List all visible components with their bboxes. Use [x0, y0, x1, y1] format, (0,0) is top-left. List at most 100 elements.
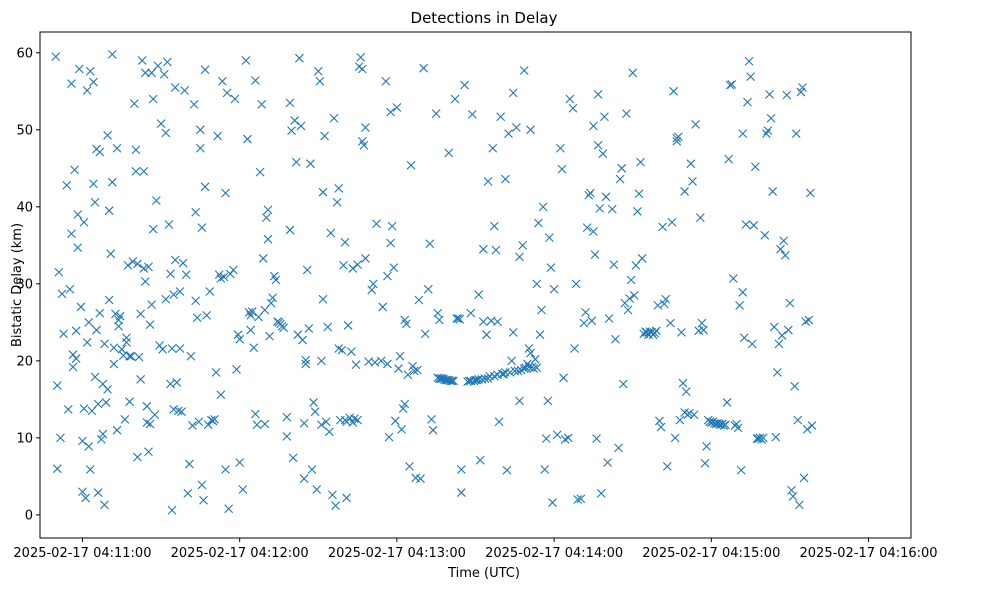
data-point [771, 432, 781, 442]
data-point [799, 473, 809, 483]
data-point [342, 493, 351, 503]
data-point [178, 258, 188, 268]
x-tick-label: 2025-02-17 04:12:00 [171, 546, 309, 561]
data-point [419, 63, 429, 73]
data-point [431, 109, 441, 119]
data-point [727, 79, 737, 89]
data-point [529, 364, 539, 373]
data-point [416, 474, 425, 484]
data-point [805, 188, 815, 198]
data-point [145, 320, 155, 330]
data-point [139, 167, 149, 176]
x-tick-label: 2025-02-17 04:13:00 [328, 546, 466, 561]
data-point [794, 500, 804, 510]
data-point [137, 56, 147, 65]
data-point [63, 404, 73, 414]
data-point [507, 356, 517, 366]
data-point [427, 415, 436, 424]
data-point [251, 409, 260, 419]
data-point [145, 419, 155, 429]
data-point [386, 107, 395, 117]
data-point [93, 399, 103, 409]
data-point [100, 500, 109, 510]
data-point [677, 327, 686, 337]
data-point [238, 485, 248, 494]
data-point [126, 351, 136, 361]
data-point [162, 57, 172, 67]
data-point [84, 441, 94, 451]
data-point [504, 129, 513, 139]
data-point [133, 452, 142, 462]
data-point [188, 421, 197, 430]
data-point [556, 143, 565, 153]
data-point [519, 66, 529, 75]
data-point [678, 378, 688, 388]
data-point [392, 103, 402, 112]
data-point [241, 56, 251, 65]
data-point [133, 259, 142, 269]
data-point [82, 86, 92, 95]
data-point [444, 148, 454, 158]
data-point [785, 298, 795, 308]
data-point [549, 284, 559, 294]
data-point [474, 290, 484, 300]
data-point [167, 505, 177, 515]
data-point [412, 365, 422, 375]
data-point [92, 325, 101, 335]
data-point [348, 264, 358, 273]
data-point [216, 390, 226, 400]
data-point [788, 492, 798, 501]
data-point [428, 425, 438, 435]
data-point [71, 326, 81, 336]
data-point [321, 417, 331, 427]
data-point [170, 255, 180, 265]
data-point [589, 121, 598, 131]
data-point [793, 415, 803, 425]
x-axis-title: Time (UTC) [447, 566, 520, 581]
data-point [368, 279, 378, 289]
data-point [317, 356, 326, 366]
data-point [453, 314, 463, 323]
y-tick-label: 10 [16, 431, 33, 446]
data-point [98, 429, 108, 439]
data-point [131, 145, 141, 155]
data-point [532, 279, 542, 289]
data-point [433, 308, 443, 318]
data-point [625, 294, 634, 303]
data-point [332, 197, 342, 207]
data-point [123, 260, 133, 270]
data-point [181, 270, 191, 279]
data-point [513, 366, 523, 376]
data-point [221, 465, 230, 474]
data-point [129, 99, 139, 109]
data-point [491, 245, 501, 255]
data-point [222, 88, 232, 98]
data-point [122, 337, 131, 347]
data-point [434, 315, 444, 325]
data-point [295, 53, 304, 63]
data-point [359, 140, 369, 150]
data-point [568, 103, 578, 113]
data-point [725, 80, 735, 90]
data-point [488, 143, 498, 153]
data-point [255, 167, 265, 177]
data-point [337, 345, 347, 355]
data-point [697, 318, 707, 328]
data-point [378, 302, 388, 312]
data-point [593, 89, 603, 99]
data-point [52, 381, 62, 390]
data-point [213, 131, 223, 141]
data-point [408, 361, 418, 371]
data-point [666, 318, 675, 328]
x-tick-label: 2025-02-17 04:15:00 [642, 546, 780, 561]
data-point [604, 314, 614, 323]
data-point [376, 356, 386, 366]
data-point [409, 366, 419, 376]
data-point [573, 495, 583, 504]
data-point [615, 174, 625, 184]
data-point [304, 324, 314, 333]
data-point [689, 410, 699, 420]
data-point [581, 307, 590, 317]
data-point [82, 337, 92, 347]
data-point [106, 249, 116, 259]
